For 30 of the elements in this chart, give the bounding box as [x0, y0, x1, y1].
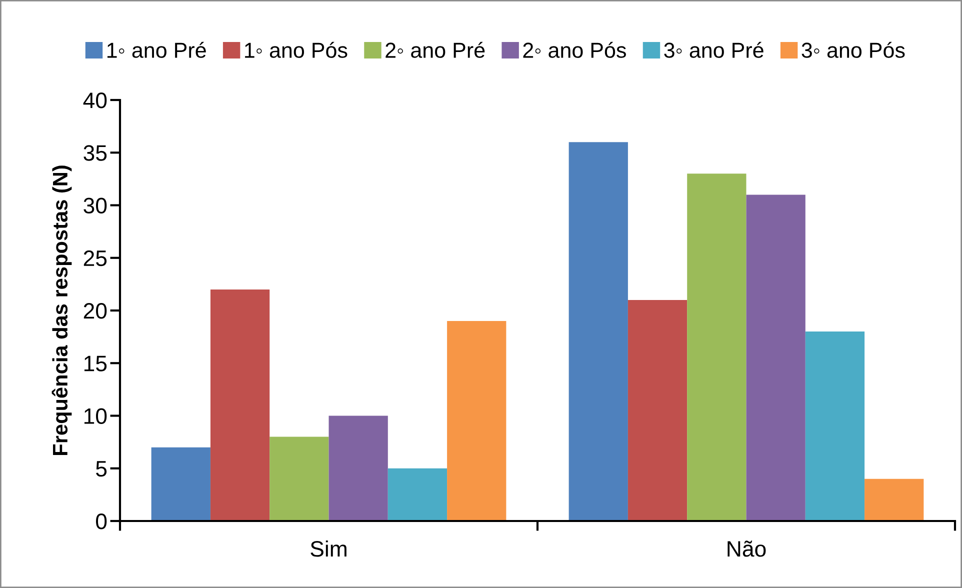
bar [805, 332, 865, 521]
legend-label: 3◦ ano Pós [802, 42, 905, 58]
x-tick-label: Não [728, 540, 766, 557]
bar [210, 289, 270, 521]
bar [447, 321, 506, 521]
y-tick-label: 20 [84, 303, 107, 319]
y-axis-title: Frequência das respostas (N) [52, 166, 72, 455]
y-tick-label: 25 [84, 250, 107, 266]
bar [568, 142, 628, 521]
y-tick-label: 0 [96, 514, 107, 530]
bar [628, 300, 688, 521]
bar [151, 447, 210, 521]
legend-label: 1◦ ano Pós [245, 42, 348, 58]
bar [746, 194, 806, 521]
legend-label: 1◦ ano Pré [107, 42, 206, 58]
legend-label: 3◦ ano Pré [664, 42, 764, 58]
legend-label: 2◦ ano Pós [523, 42, 626, 58]
y-tick-label: 35 [84, 145, 107, 161]
bar [328, 416, 388, 521]
bar [864, 478, 924, 521]
y-tick-label: 10 [84, 408, 107, 424]
y-tick-label: 15 [84, 356, 107, 372]
y-tick-label: 40 [83, 92, 107, 108]
bar [388, 468, 448, 521]
y-tick-label: 5 [96, 461, 107, 477]
legend-label: 2◦ ano Pré [386, 42, 485, 58]
x-tick-label: Sim [310, 540, 346, 557]
y-tick-label: 30 [84, 198, 107, 214]
bar [270, 436, 329, 521]
bar [687, 174, 746, 521]
